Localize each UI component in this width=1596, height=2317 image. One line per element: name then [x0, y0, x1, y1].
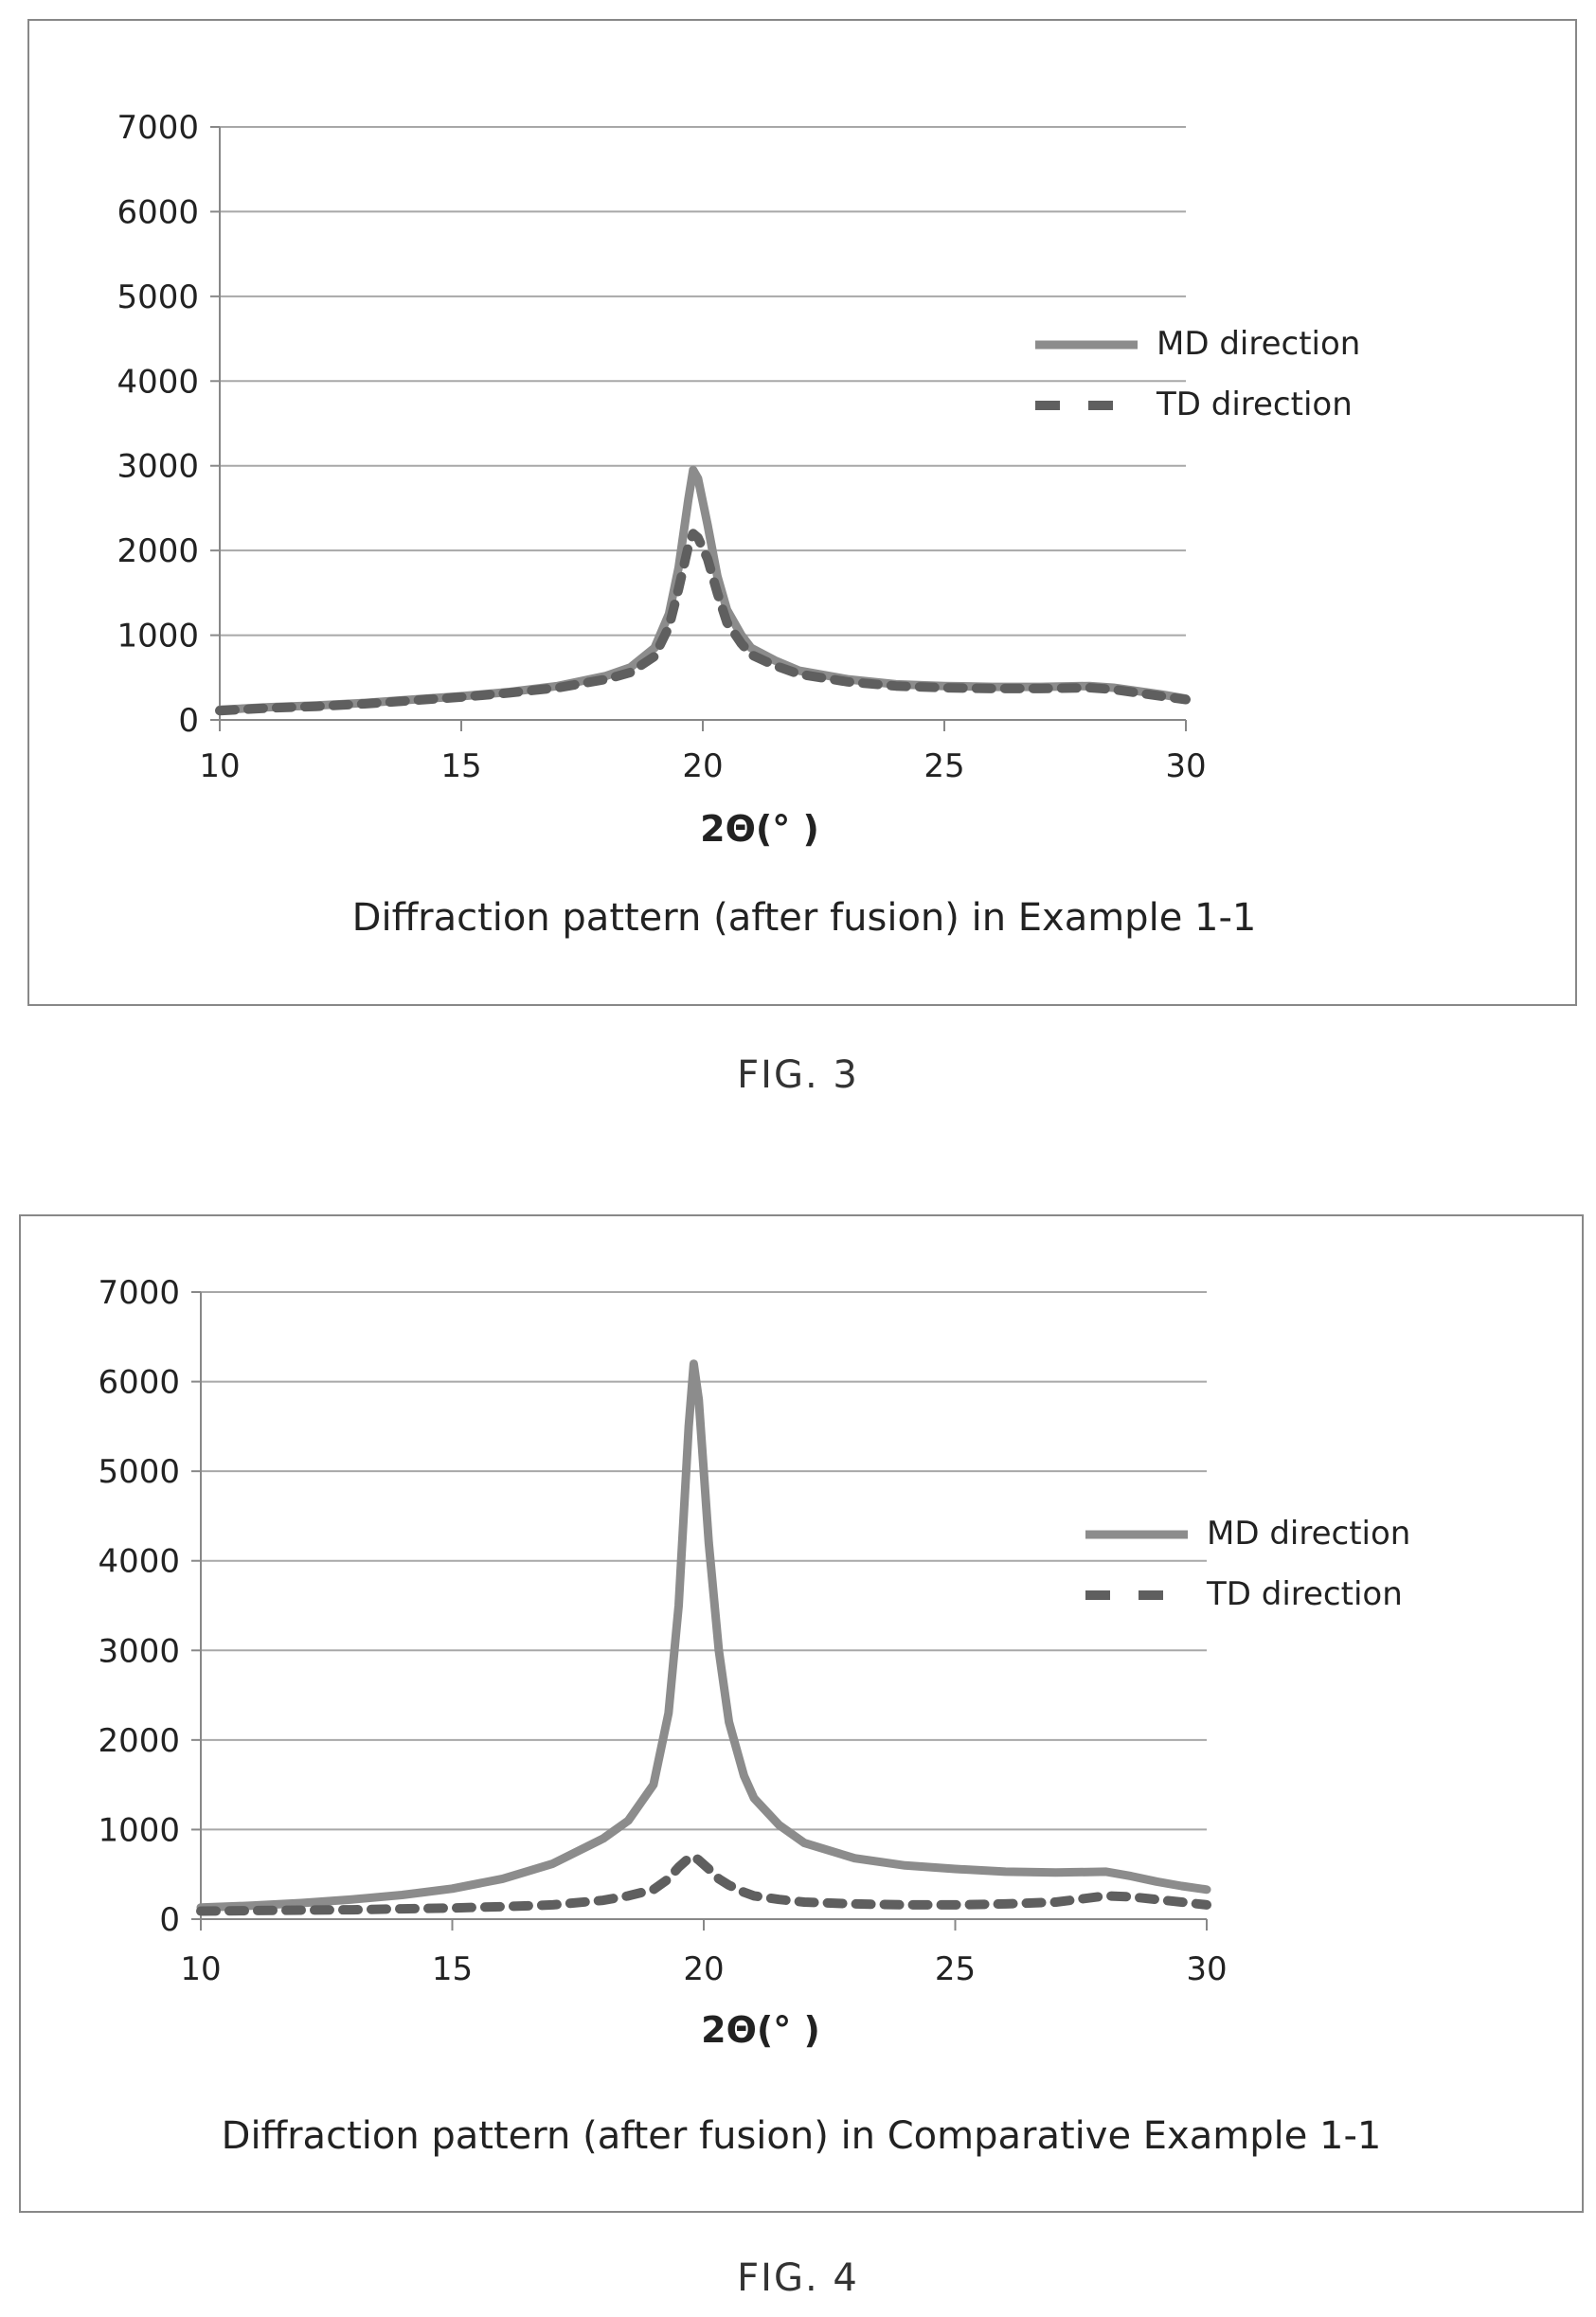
fig3-ytick-label-6000: 6000: [117, 193, 199, 231]
fig3-xtick-label-25: 25: [924, 747, 964, 785]
fig4-ytick-label-7000: 7000: [98, 1274, 180, 1312]
fig3-xtick-label-20: 20: [682, 747, 723, 785]
chart-panel-fig4: 0 1000 2000 3000 4000 5000 6000 7000 10 15 20 25 30 2…: [19, 1214, 1584, 2213]
fig4-ytick-label-1000: 1000: [98, 1811, 180, 1849]
fig4-ytick-label-0: 0: [159, 1901, 180, 1939]
fig3-x-axis-label: 2Θ(° ): [700, 808, 819, 850]
fig3-xtick-label-15: 15: [440, 747, 481, 785]
fig3-series-td-line: [215, 529, 1191, 716]
fig4-xtick-label-15: 15: [432, 1950, 473, 1988]
fig4-caption: Diffraction pattern (after fusion) in Co…: [222, 2114, 1382, 2158]
fig4-ytick-label-3000: 3000: [98, 1632, 180, 1670]
fig4-ytick-label-5000: 5000: [98, 1453, 180, 1491]
fig3-ytick-label-3000: 3000: [117, 448, 199, 486]
fig4-xtick-label-30: 30: [1186, 1950, 1227, 1988]
fig3-caption: Diffraction pattern (after fusion) in Ex…: [352, 896, 1257, 940]
fig4-ytick-label-4000: 4000: [98, 1543, 180, 1581]
fig4-x-axis-label: 2Θ(° ): [701, 2009, 820, 2051]
diffraction-chart-fig4: 0 1000 2000 3000 4000 5000 6000 7000 10 15 20 25 30 2…: [98, 1274, 1410, 2158]
fig4-series-md-line: [196, 1359, 1211, 1913]
fig3-ytick-label-7000: 7000: [117, 109, 199, 147]
fig4-legend-label-td: TD direction: [1206, 1575, 1403, 1613]
fig3-ytick-label-5000: 5000: [117, 278, 199, 316]
fig3-legend-label-md: MD direction: [1157, 325, 1360, 363]
fig3-xtick-label-10: 10: [199, 747, 240, 785]
fig4-xtick-label-25: 25: [935, 1950, 976, 1988]
chart-panel-fig3: 0 1000 2000 3000 4000 5000 6000 7000 10 15 20 25 30 2…: [27, 19, 1577, 1006]
fig3-series-md-line: [215, 465, 1191, 714]
fig4-xtick-label-10: 10: [180, 1950, 221, 1988]
diffraction-chart-fig3: 0 1000 2000 3000 4000 5000 6000 7000 10 15 20 25 30 2…: [117, 109, 1360, 940]
fig4-ytick-label-6000: 6000: [98, 1364, 180, 1402]
fig3-ytick-label-4000: 4000: [117, 363, 199, 401]
fig4-xtick-label-20: 20: [683, 1950, 724, 1988]
fig4-legend-label-md: MD direction: [1207, 1515, 1410, 1553]
fig3-ytick-label-0: 0: [178, 702, 199, 740]
fig3-xtick-label-30: 30: [1165, 747, 1206, 785]
fig3-legend-label-td: TD direction: [1156, 386, 1353, 423]
figure-label-fig4: FIG. 4: [737, 2256, 859, 2300]
fig4-ytick-label-2000: 2000: [98, 1722, 180, 1760]
fig3-ytick-label-1000: 1000: [117, 618, 199, 656]
fig4-series-td-line: [196, 1851, 1211, 1916]
figure-label-fig3: FIG. 3: [737, 1053, 859, 1097]
fig3-ytick-label-2000: 2000: [117, 532, 199, 570]
